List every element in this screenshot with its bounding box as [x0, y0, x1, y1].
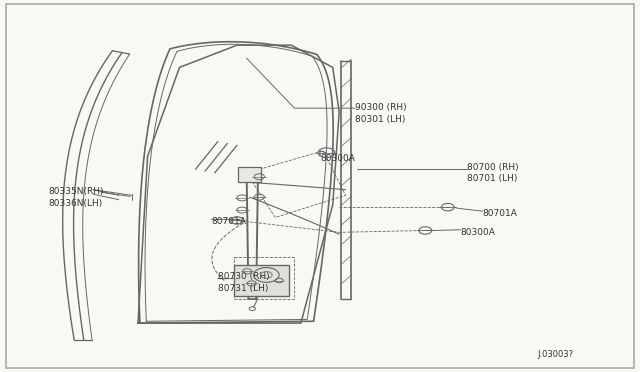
Text: 90300 (RH)
80301 (LH): 90300 (RH) 80301 (LH) — [355, 103, 407, 124]
Text: 80700 (RH)
80701 (LH): 80700 (RH) 80701 (LH) — [467, 163, 518, 183]
Text: 80300A: 80300A — [320, 154, 355, 163]
Text: 80335N(RH)
80336N(LH): 80335N(RH) 80336N(LH) — [49, 187, 104, 208]
FancyBboxPatch shape — [238, 167, 261, 182]
Text: 80730 (RH)
80731 (LH): 80730 (RH) 80731 (LH) — [218, 272, 269, 293]
Text: 80300A: 80300A — [461, 228, 495, 237]
Text: 80701A: 80701A — [211, 217, 246, 226]
Text: 80701A: 80701A — [483, 209, 518, 218]
Text: J.03003?: J.03003? — [537, 350, 573, 359]
FancyBboxPatch shape — [234, 265, 289, 296]
